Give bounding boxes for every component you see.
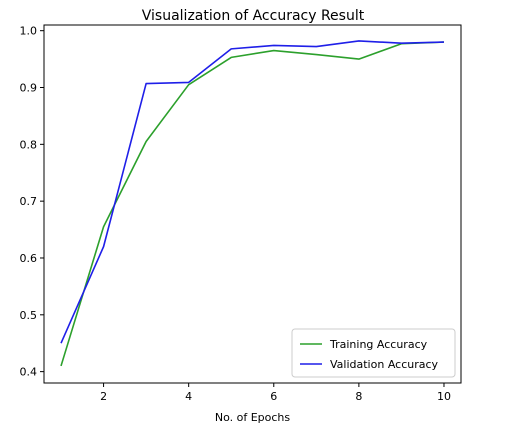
y-tick-label: 0.5: [20, 309, 38, 322]
y-tick-label: 0.8: [20, 138, 38, 151]
series-layer: [60, 40, 445, 367]
legend-label-1: Training Accuracy: [329, 338, 428, 351]
x-tick-label: 10: [437, 390, 451, 403]
y-tick-label: 1.0: [20, 25, 38, 38]
plot-frame: [43, 24, 462, 384]
y-tick-label: 0.7: [20, 195, 38, 208]
series-line-2: [60, 40, 445, 344]
x-tick-label: 2: [100, 390, 107, 403]
series-line-1: [60, 41, 445, 367]
x-axis-label: No. of Epochs: [215, 411, 291, 424]
legend-label-2: Validation Accuracy: [330, 358, 439, 371]
x-axis: 2 4 6 8 10: [100, 383, 451, 403]
legend: Training Accuracy Validation Accuracy: [291, 328, 456, 378]
x-tick-label: 8: [355, 390, 362, 403]
x-tick-label: 4: [185, 390, 192, 403]
y-tick-label: 0.4: [20, 366, 38, 379]
chart-title: Visualization of Accuracy Result: [142, 8, 365, 24]
x-tick-label: 6: [270, 390, 277, 403]
y-tick-label: 0.6: [20, 252, 38, 265]
legend-box: [291, 328, 456, 378]
y-tick-label: 0.9: [20, 82, 38, 95]
y-axis: 0.4 0.5 0.6 0.7 0.8 0.9 1.0: [20, 25, 44, 379]
